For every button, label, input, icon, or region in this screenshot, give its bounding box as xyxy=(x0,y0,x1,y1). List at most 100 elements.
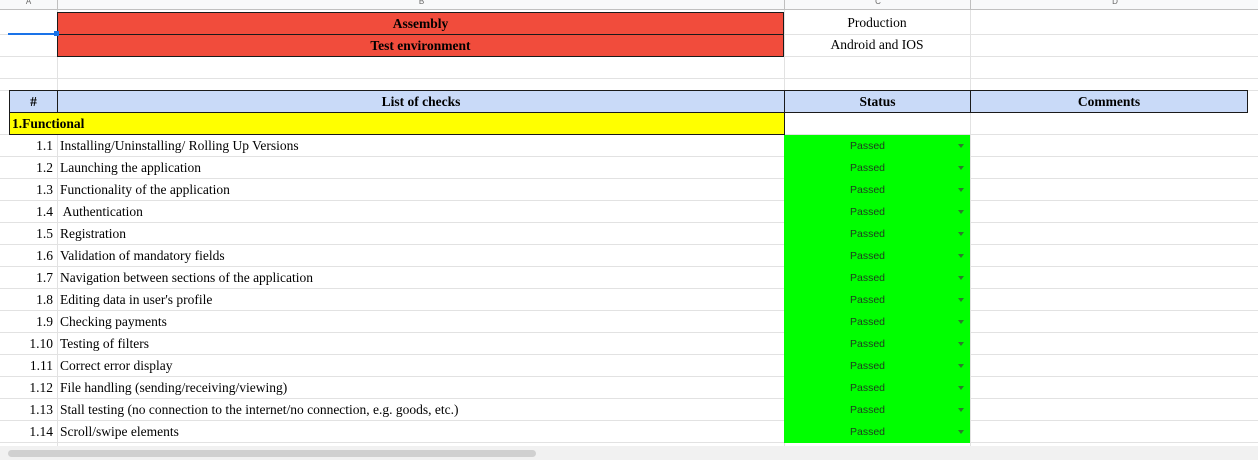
check-name-cell[interactable]: Authentication xyxy=(60,204,143,219)
status-dropdown-cell[interactable]: Passed xyxy=(784,135,970,157)
comment-cell[interactable] xyxy=(970,333,1258,355)
column-header-c[interactable]: C xyxy=(784,0,971,10)
status-value: Passed xyxy=(850,250,886,262)
comment-cell[interactable] xyxy=(970,311,1258,333)
comment-cell[interactable] xyxy=(970,267,1258,289)
status-dropdown-cell[interactable]: Passed xyxy=(784,333,970,355)
status-dropdown-cell[interactable]: Passed xyxy=(784,377,970,399)
header-comments-cell[interactable]: Comments xyxy=(970,90,1248,113)
row-gridline xyxy=(0,200,1258,201)
column-header-b[interactable]: B xyxy=(57,0,785,10)
status-dropdown-cell[interactable]: Passed xyxy=(784,157,970,179)
check-name-cell[interactable]: Installing/Uninstalling/ Rolling Up Vers… xyxy=(60,138,299,153)
check-number-cell[interactable]: 1.14 xyxy=(29,424,53,439)
column-letter: A xyxy=(25,0,32,6)
comment-cell[interactable] xyxy=(970,377,1258,399)
header-number-cell[interactable]: # xyxy=(9,90,58,113)
test-environment-label-cell[interactable]: Test environment xyxy=(57,34,784,57)
check-number-cell[interactable]: 1.4 xyxy=(36,204,53,219)
dropdown-arrow-icon[interactable] xyxy=(958,386,964,390)
check-name-cell[interactable]: Correct error display xyxy=(60,358,173,373)
header-status-cell[interactable]: Status xyxy=(784,90,971,113)
status-dropdown-cell[interactable]: Passed xyxy=(784,355,970,377)
dropdown-arrow-icon[interactable] xyxy=(958,144,964,148)
check-name-cell[interactable]: Testing of filters xyxy=(60,336,150,351)
check-name-cell[interactable]: Launching the application xyxy=(60,160,201,175)
comment-cell[interactable] xyxy=(970,421,1258,443)
check-number-cell[interactable]: 1.9 xyxy=(36,314,53,329)
dropdown-arrow-icon[interactable] xyxy=(958,298,964,302)
dropdown-arrow-icon[interactable] xyxy=(958,210,964,214)
status-value: Passed xyxy=(850,206,886,218)
check-name-cell[interactable]: Checking payments xyxy=(60,314,167,329)
comment-cell[interactable] xyxy=(970,289,1258,311)
horizontal-scrollbar-thumb[interactable] xyxy=(8,450,536,457)
check-number-cell[interactable]: 1.13 xyxy=(29,402,53,417)
status-dropdown-cell[interactable]: Passed xyxy=(784,267,970,289)
comment-cell[interactable] xyxy=(970,245,1258,267)
check-name-cell[interactable]: Editing data in user's profile xyxy=(60,292,213,307)
status-dropdown-cell[interactable]: Passed xyxy=(784,223,970,245)
dropdown-arrow-icon[interactable] xyxy=(958,276,964,280)
status-dropdown-cell[interactable]: Passed xyxy=(784,311,970,333)
status-dropdown-cell[interactable]: Passed xyxy=(784,399,970,421)
section-title-functional[interactable]: 1.Functional xyxy=(9,112,785,135)
column-gridline xyxy=(970,10,971,446)
check-number-cell[interactable]: 1.3 xyxy=(36,182,53,197)
check-name-cell[interactable]: Scroll/swipe elements xyxy=(60,424,179,439)
dropdown-arrow-icon[interactable] xyxy=(958,254,964,258)
assembly-label-cell[interactable]: Assembly xyxy=(57,12,784,35)
column-header-d[interactable]: D xyxy=(970,0,1258,10)
comment-cell[interactable] xyxy=(970,355,1258,377)
check-number-cell[interactable]: 1.8 xyxy=(36,292,53,307)
check-name-cell[interactable]: Stall testing (no connection to the inte… xyxy=(60,402,459,417)
status-value: Passed xyxy=(850,140,886,152)
check-name-cell[interactable]: Navigation between sections of the appli… xyxy=(60,270,314,285)
test-environment-value-cell[interactable]: Android and IOS xyxy=(830,37,924,52)
row-gridline xyxy=(0,398,1258,399)
dropdown-arrow-icon[interactable] xyxy=(958,364,964,368)
dropdown-arrow-icon[interactable] xyxy=(958,342,964,346)
comment-cell[interactable] xyxy=(970,223,1258,245)
comment-cell[interactable] xyxy=(970,157,1258,179)
selection-indicator xyxy=(8,33,57,35)
check-name-cell[interactable]: File handling (sending/receiving/viewing… xyxy=(60,380,288,395)
row-gridline xyxy=(0,442,1258,443)
dropdown-arrow-icon[interactable] xyxy=(958,430,964,434)
dropdown-arrow-icon[interactable] xyxy=(958,320,964,324)
check-name-cell[interactable]: Validation of mandatory fields xyxy=(60,248,225,263)
dropdown-arrow-icon[interactable] xyxy=(958,232,964,236)
check-name-cell[interactable]: Functionality of the application xyxy=(60,182,230,197)
check-number-cell[interactable]: 1.1 xyxy=(36,138,53,153)
status-dropdown-cell[interactable]: Passed xyxy=(784,245,970,267)
status-value: Passed xyxy=(850,228,886,240)
check-number-cell[interactable]: 1.2 xyxy=(36,160,53,175)
selection-handle[interactable] xyxy=(54,31,59,36)
check-number-cell[interactable]: 1.11 xyxy=(29,358,53,373)
assembly-value-cell[interactable]: Production xyxy=(847,15,907,30)
row-gridline xyxy=(0,78,1258,79)
comment-cell[interactable] xyxy=(970,135,1258,157)
check-number-cell[interactable]: 1.10 xyxy=(29,336,53,351)
status-dropdown-cell[interactable]: Passed xyxy=(784,179,970,201)
dropdown-arrow-icon[interactable] xyxy=(958,408,964,412)
status-value: Passed xyxy=(850,338,886,350)
check-number-cell[interactable]: 1.12 xyxy=(29,380,53,395)
comment-cell[interactable] xyxy=(970,179,1258,201)
check-number-cell[interactable]: 1.7 xyxy=(36,270,53,285)
status-value: Passed xyxy=(850,162,886,174)
status-dropdown-cell[interactable]: Passed xyxy=(784,421,970,443)
check-number-cell[interactable]: 1.5 xyxy=(36,226,53,241)
column-letter: B xyxy=(418,0,425,6)
row-gridline xyxy=(0,420,1258,421)
dropdown-arrow-icon[interactable] xyxy=(958,188,964,192)
comment-cell[interactable] xyxy=(970,399,1258,421)
status-dropdown-cell[interactable]: Passed xyxy=(784,201,970,223)
header-list-of-checks-cell[interactable]: List of checks xyxy=(57,90,785,113)
status-dropdown-cell[interactable]: Passed xyxy=(784,289,970,311)
dropdown-arrow-icon[interactable] xyxy=(958,166,964,170)
check-number-cell[interactable]: 1.6 xyxy=(36,248,53,263)
check-name-cell[interactable]: Registration xyxy=(60,226,126,241)
comment-cell[interactable] xyxy=(970,201,1258,223)
column-header-a[interactable]: A xyxy=(0,0,57,10)
